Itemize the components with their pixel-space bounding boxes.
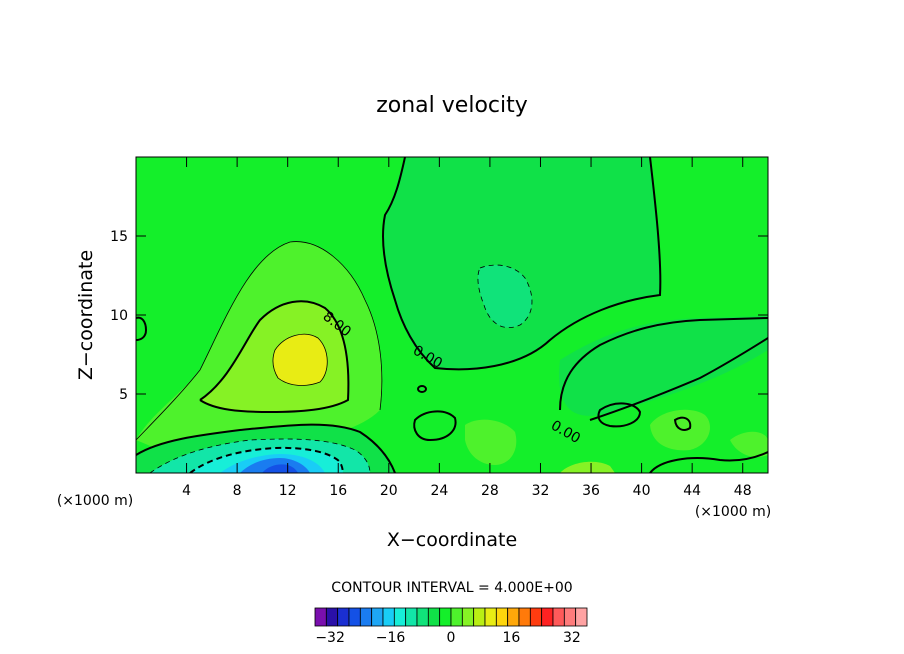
colorbar-swatch xyxy=(393,607,407,627)
colorbar-tick-label: 16 xyxy=(503,630,521,646)
contour-minus20 xyxy=(189,446,344,473)
contour-interval-label: CONTOUR INTERVAL = 4.000E+00 xyxy=(331,580,572,596)
colorbar-swatch xyxy=(439,607,452,627)
colorbar-swatch xyxy=(552,607,565,627)
field-level-4-bottom xyxy=(560,461,615,473)
contour-plus8 xyxy=(199,300,350,414)
contour-minus8 xyxy=(477,264,533,329)
contour-zero-jet xyxy=(136,423,396,473)
colorbar-swatch xyxy=(529,607,543,627)
x-tick-label: 20 xyxy=(380,483,398,499)
x-unit-left: (×1000 m) xyxy=(57,493,133,509)
colorbar-tick-label: −16 xyxy=(376,630,406,646)
colorbar-swatch xyxy=(427,607,441,627)
x-tick-label: 32 xyxy=(532,483,550,499)
colorbar-swatch xyxy=(541,607,554,627)
contour-zero-right xyxy=(559,317,768,411)
colorbar-swatch xyxy=(484,607,497,627)
x-axis: 4 8 12 16 20 24 28 32 36 40 44 48 xyxy=(182,157,752,499)
colorbar-swatch xyxy=(518,607,531,627)
contour-small-3 xyxy=(597,402,642,428)
colorbar-tick-label: 0 xyxy=(447,630,456,646)
colorbar-swatch xyxy=(473,607,486,627)
x-tick-label: 12 xyxy=(279,483,297,499)
colorbar-swatch xyxy=(382,607,395,627)
colorbar-swatch xyxy=(371,607,384,627)
contour-plus4-lobe xyxy=(136,241,383,441)
x-tick-label: 16 xyxy=(329,483,347,499)
chart-title: zonal velocity xyxy=(376,93,528,118)
x-tick-label: 40 xyxy=(633,483,651,499)
contour-zero-right2 xyxy=(589,337,768,421)
x-tick-label: 4 xyxy=(182,483,191,499)
y-tick-label: 10 xyxy=(110,308,128,324)
colorbar-swatch xyxy=(314,607,327,627)
y-axis-label: Z−coordinate xyxy=(75,250,97,380)
colorbar xyxy=(314,607,588,627)
colorbar-swatch xyxy=(337,607,350,627)
colorbar-tick-label: −32 xyxy=(315,630,345,646)
field-level-minus4 xyxy=(383,157,661,370)
x-tick-label: 48 xyxy=(734,483,752,499)
x-tick-label: 24 xyxy=(430,483,448,499)
contour-minus12 xyxy=(149,438,371,473)
colorbar-tick-label: 32 xyxy=(563,630,581,646)
y-tick-label: 15 xyxy=(110,229,128,245)
x-tick-label: 8 xyxy=(233,483,242,499)
x-tick-label: 36 xyxy=(582,483,600,499)
colorbar-swatch xyxy=(416,607,429,627)
colorbar-swatch xyxy=(575,607,588,627)
contour-plus12 xyxy=(272,333,328,386)
field-level-minus8 xyxy=(477,265,532,328)
field-level-minus4-lower xyxy=(559,316,768,416)
contour-bottom-right xyxy=(649,451,768,473)
colorbar-swatch xyxy=(563,607,577,627)
contour-left-edge xyxy=(136,316,148,341)
colorbar-swatch xyxy=(348,607,361,627)
contour-zero xyxy=(382,157,662,371)
contour-small-2 xyxy=(413,410,457,442)
colorbar-swatch xyxy=(450,607,463,627)
colorbar-swatch xyxy=(461,607,475,627)
colorbar-swatch xyxy=(359,607,373,627)
x-unit-right: (×1000 m) xyxy=(695,504,771,520)
field-level-4-mid xyxy=(465,419,517,465)
field-level-4-right2 xyxy=(730,431,768,458)
colorbar-swatch xyxy=(325,607,339,627)
colorbar-labels: −32 −16 0 16 32 xyxy=(315,630,580,646)
field-level-minus28 xyxy=(262,464,298,473)
x-axis-label: X−coordinate xyxy=(387,529,517,551)
colorbar-swatch xyxy=(507,607,520,627)
contour-lines xyxy=(136,157,768,473)
y-axis: 5 10 15 xyxy=(110,229,768,403)
field-level-12 xyxy=(273,334,328,386)
contour-small-1 xyxy=(417,385,427,393)
x-tick-label: 28 xyxy=(481,483,499,499)
y-tick-label: 5 xyxy=(119,387,128,403)
colorbar-swatch xyxy=(495,607,509,627)
contour-small-4 xyxy=(673,416,692,431)
x-tick-label: 44 xyxy=(683,483,701,499)
plot-area xyxy=(136,157,768,473)
colorbar-swatch xyxy=(405,607,418,627)
